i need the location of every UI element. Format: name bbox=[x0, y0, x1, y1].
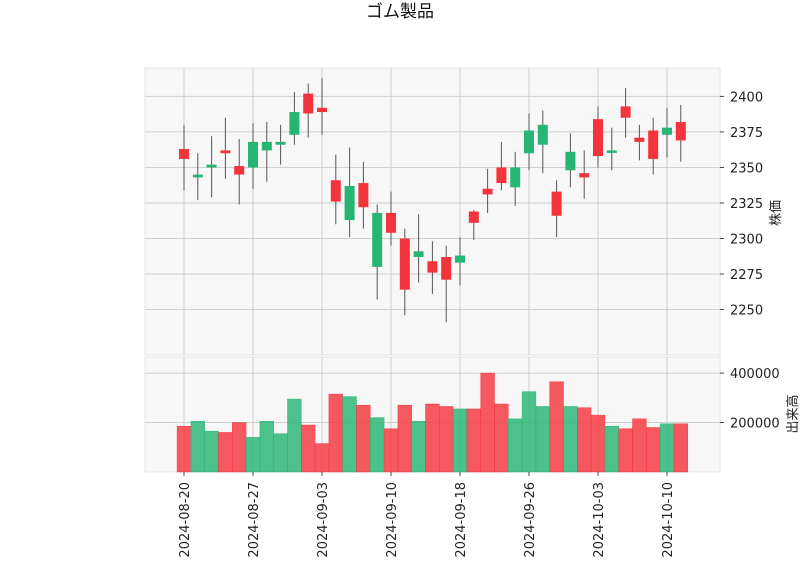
chart-title: ゴム製品 bbox=[366, 1, 434, 22]
candles bbox=[179, 77, 686, 323]
volume-bar bbox=[190, 421, 205, 473]
volume-bar bbox=[328, 393, 343, 473]
volume-bar bbox=[646, 427, 661, 473]
volume-tick-label: 200000 bbox=[730, 417, 780, 432]
candle-body bbox=[220, 150, 231, 154]
volume-bar bbox=[176, 425, 192, 473]
volume-bar bbox=[466, 408, 481, 473]
volume-bar bbox=[452, 408, 468, 473]
candle-body bbox=[441, 256, 452, 280]
volume-bar bbox=[425, 403, 440, 473]
candle-body bbox=[399, 238, 410, 290]
candle-body bbox=[537, 124, 548, 145]
volume-axis-label: 出来高 bbox=[785, 394, 800, 433]
price-tick-label: 2275 bbox=[730, 268, 763, 283]
candle-body bbox=[455, 255, 465, 263]
candle-body bbox=[289, 112, 300, 135]
candle-body bbox=[179, 148, 189, 159]
volume-bar bbox=[604, 425, 619, 473]
volume-bar bbox=[549, 381, 564, 473]
candle-body bbox=[620, 106, 631, 118]
candle-body bbox=[372, 212, 383, 267]
candle-body bbox=[551, 191, 562, 216]
volume-bar bbox=[673, 423, 688, 473]
candle-body bbox=[606, 150, 617, 153]
date-tick-label: 2024-09-10 bbox=[385, 482, 400, 558]
date-tick-label: 2024-09-18 bbox=[454, 482, 469, 558]
volume-bar bbox=[287, 398, 302, 473]
volume-bar bbox=[342, 396, 357, 473]
candle-body bbox=[413, 251, 424, 257]
candle-body bbox=[206, 164, 217, 168]
volume-bar bbox=[480, 372, 495, 473]
price-panel bbox=[144, 67, 721, 356]
price-tick-label: 2300 bbox=[730, 232, 763, 247]
candle-body bbox=[662, 127, 672, 135]
volume-bar bbox=[232, 422, 247, 473]
volume-bar bbox=[383, 428, 399, 473]
price-tick-label: 2250 bbox=[730, 304, 763, 319]
date-tick-label: 2024-08-27 bbox=[247, 482, 262, 558]
candle-body bbox=[330, 180, 341, 202]
date-tick-label: 2024-09-26 bbox=[523, 482, 538, 558]
candle-body bbox=[634, 137, 645, 142]
candle-body bbox=[192, 174, 203, 178]
volume-bar bbox=[204, 430, 219, 473]
tick-labels: 2250 2275 2300 2325 2350 2375 2400 200000 400000… bbox=[178, 90, 780, 557]
candle-body bbox=[524, 130, 534, 154]
candle-body bbox=[482, 188, 493, 195]
volume-bar bbox=[397, 404, 412, 473]
candle-body bbox=[358, 183, 369, 208]
price-axis-label: 株価 bbox=[769, 200, 784, 226]
candle-body bbox=[303, 93, 314, 114]
price-tick-label: 2400 bbox=[730, 90, 763, 105]
volume-bar bbox=[245, 437, 261, 473]
volume-bar bbox=[508, 418, 523, 473]
candle-body bbox=[427, 261, 438, 273]
candle-body bbox=[317, 107, 327, 113]
candle-body bbox=[496, 167, 507, 184]
volume-bar bbox=[411, 421, 426, 473]
candle-body bbox=[248, 141, 258, 168]
candle-body bbox=[648, 130, 659, 159]
price-tick-label: 2375 bbox=[730, 126, 763, 141]
volume-bar bbox=[259, 421, 274, 473]
candle-body bbox=[234, 166, 245, 175]
volume-bar bbox=[439, 406, 454, 473]
volume-bar bbox=[590, 414, 606, 473]
volume-bar bbox=[314, 443, 330, 473]
volume-bar bbox=[370, 417, 385, 473]
volume-bar bbox=[218, 432, 233, 473]
volume-bar bbox=[563, 406, 578, 473]
candle-body bbox=[510, 167, 521, 188]
volume-bar bbox=[659, 423, 675, 473]
candle-body bbox=[344, 185, 355, 221]
candle-body bbox=[261, 141, 272, 151]
date-tick-label: 2024-09-03 bbox=[316, 482, 331, 558]
price-tick-label: 2325 bbox=[730, 197, 763, 212]
candle-body bbox=[579, 173, 590, 178]
volume-bar bbox=[301, 424, 316, 473]
date-tick-label: 2024-10-03 bbox=[592, 482, 607, 558]
volume-bar bbox=[356, 404, 371, 473]
date-tick-label: 2024-10-10 bbox=[661, 482, 676, 558]
volume-bar bbox=[273, 433, 288, 473]
volume-bar bbox=[577, 407, 592, 473]
volume-bars bbox=[176, 372, 688, 473]
volume-bar bbox=[521, 391, 537, 473]
candle-body bbox=[593, 119, 603, 157]
candle-body bbox=[386, 212, 396, 233]
volume-bar bbox=[494, 403, 509, 473]
date-tick-label: 2024-08-20 bbox=[178, 482, 193, 558]
volume-tick-label: 400000 bbox=[730, 367, 780, 382]
volume-bar bbox=[535, 406, 550, 473]
candle-body bbox=[565, 151, 576, 171]
volume-bar bbox=[618, 428, 633, 473]
candle-body bbox=[675, 121, 686, 141]
candle-body bbox=[468, 211, 479, 223]
price-tick-label: 2350 bbox=[730, 161, 763, 176]
candle-body bbox=[275, 141, 286, 145]
volume-bar bbox=[632, 418, 647, 473]
